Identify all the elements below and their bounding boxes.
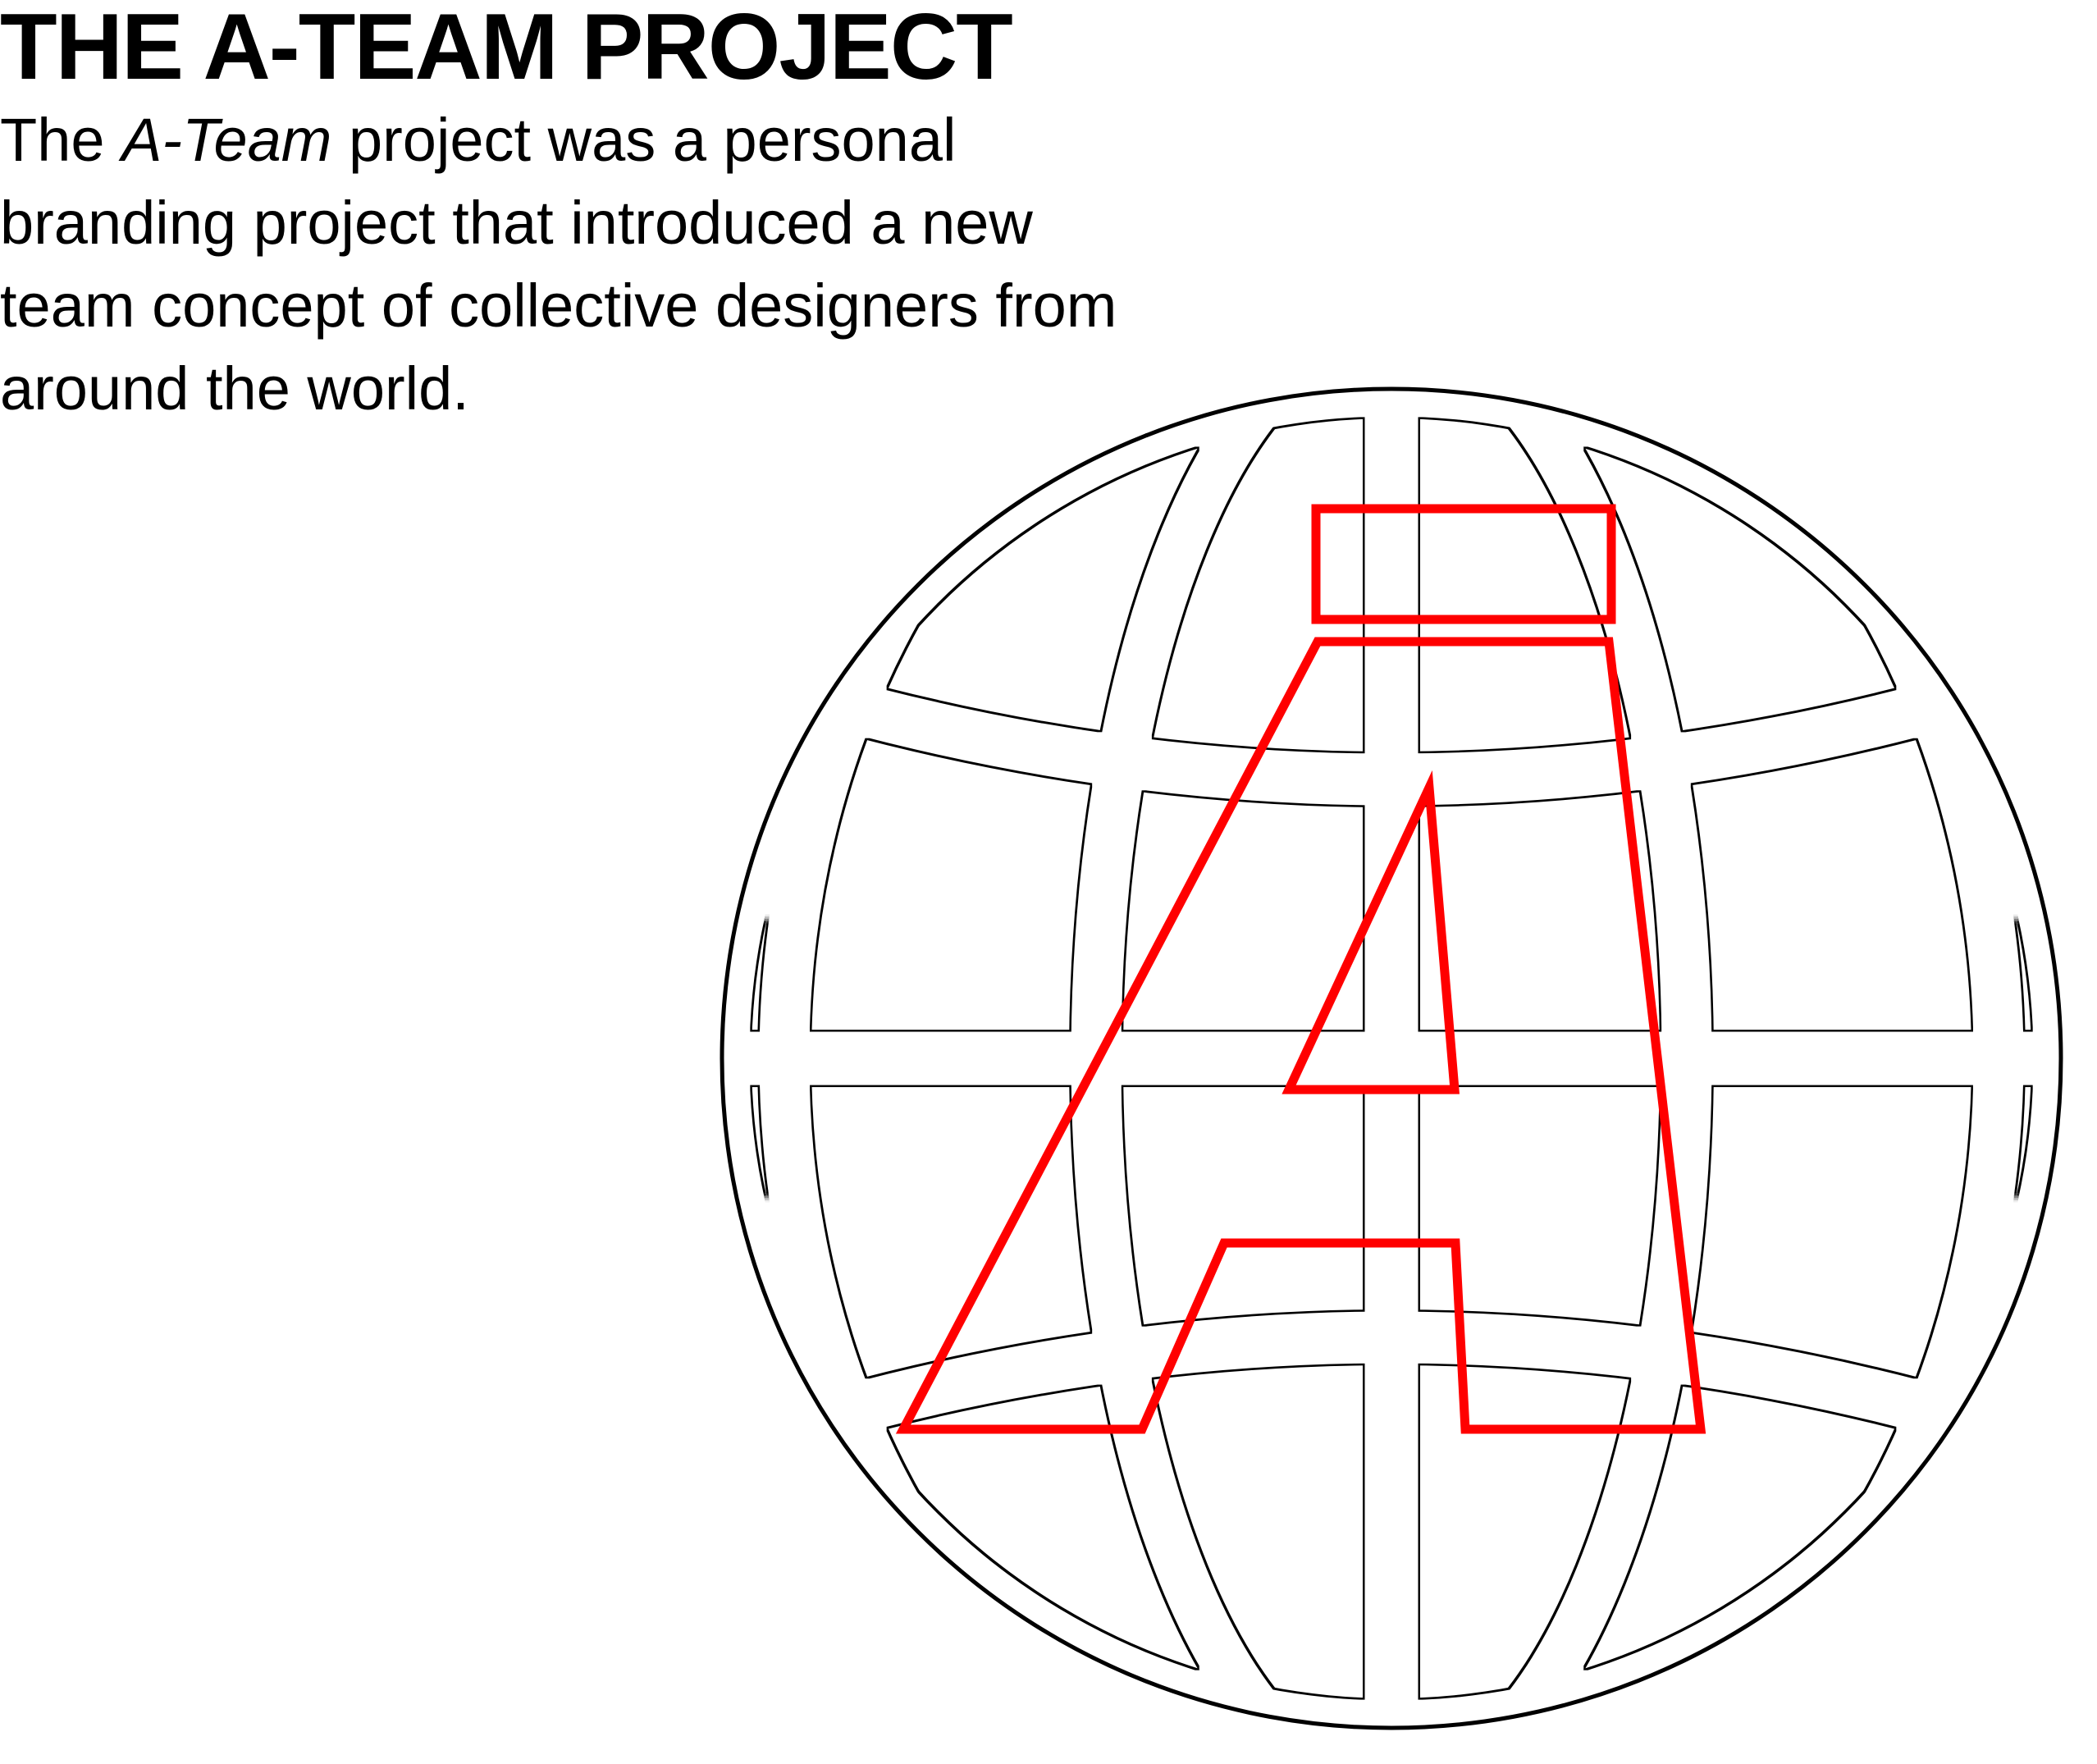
globe-logo-svg (720, 386, 2063, 1730)
letter-a-body (895, 637, 1706, 1434)
project-title: THE A-TEAM PROJECT (0, 0, 1013, 99)
description-emphasis: A-Team (121, 106, 332, 174)
letter-a-cap-bar (1311, 504, 1616, 624)
globe-outer-ring (720, 386, 2063, 1730)
letter-a-counter (1282, 770, 1460, 1095)
project-description: The A-Team project was a personal brandi… (0, 98, 1165, 430)
a-team-logo (686, 353, 2097, 1764)
description-lead: The (0, 106, 122, 174)
description-rest: project was a personal branding project … (0, 106, 1117, 423)
letter-a-icon (895, 504, 1706, 1434)
globe-grid-icon (752, 418, 2031, 1698)
